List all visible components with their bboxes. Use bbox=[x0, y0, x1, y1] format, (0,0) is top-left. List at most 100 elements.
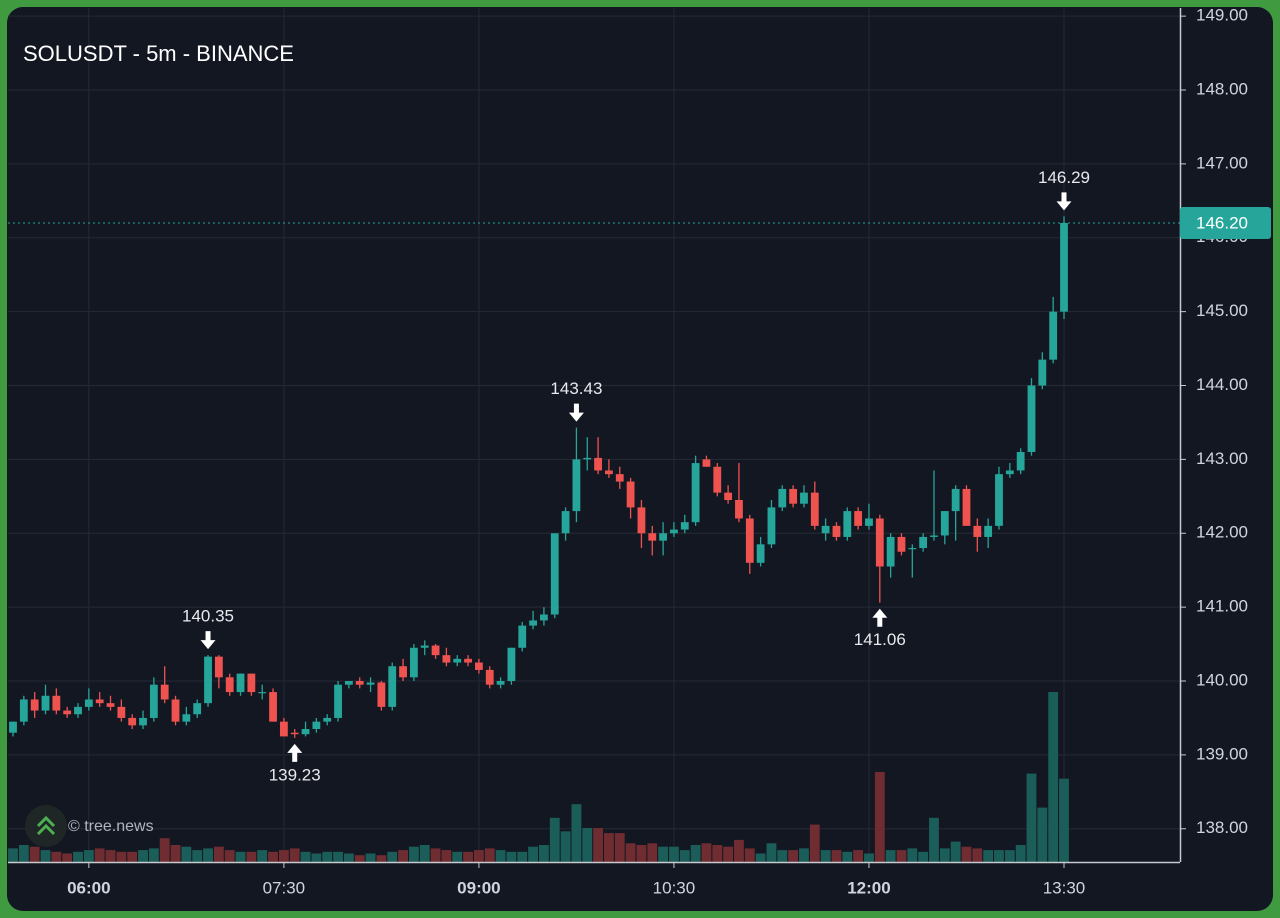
volume-bar bbox=[679, 850, 690, 862]
candle-body bbox=[258, 692, 267, 694]
candle-body bbox=[214, 656, 223, 678]
candle-body bbox=[615, 474, 624, 482]
volume-bar bbox=[723, 846, 734, 862]
volume-bar bbox=[820, 850, 831, 862]
volume-bar bbox=[278, 850, 289, 862]
candle-body bbox=[962, 488, 971, 526]
volume-bar bbox=[365, 853, 376, 862]
y-tick-label: 145.00 bbox=[1196, 301, 1248, 320]
volume-bar bbox=[203, 848, 213, 862]
volume-bar bbox=[246, 851, 257, 862]
volume-bar bbox=[127, 851, 138, 862]
candle-body bbox=[269, 692, 277, 722]
annotation-label: 139.23 bbox=[269, 765, 321, 784]
candle-body bbox=[745, 518, 754, 563]
volume-bar bbox=[235, 851, 246, 862]
volume-bar bbox=[311, 853, 322, 862]
candle-body bbox=[19, 699, 28, 722]
candle-body bbox=[843, 511, 852, 537]
y-tick-label: 149.00 bbox=[1196, 6, 1248, 25]
volume-bar bbox=[398, 850, 408, 862]
candle-body bbox=[312, 721, 321, 730]
volume-bar bbox=[842, 851, 853, 862]
overlay-layer: 140.35 139.23 143.43 141.06 146.29 bbox=[8, 168, 1180, 784]
candle-body bbox=[149, 684, 158, 718]
volume-bar bbox=[549, 817, 560, 862]
candle-body bbox=[572, 459, 581, 512]
annotation-arrow bbox=[872, 608, 888, 627]
volume-bar bbox=[376, 855, 387, 862]
candle-body bbox=[919, 536, 928, 549]
annotation-arrow bbox=[200, 631, 216, 650]
annotation-arrow bbox=[287, 743, 303, 762]
candle-body bbox=[940, 511, 949, 536]
volume-bar bbox=[994, 850, 1004, 862]
candle-body bbox=[680, 522, 689, 530]
annotation-arrow bbox=[568, 403, 584, 422]
volume-bar bbox=[1059, 778, 1069, 862]
candle-body bbox=[279, 721, 288, 737]
candle-body bbox=[453, 658, 462, 663]
volume-bar bbox=[571, 804, 582, 862]
volume-bar bbox=[343, 853, 354, 862]
volume-bar bbox=[788, 850, 799, 862]
y-tick-label: 147.00 bbox=[1196, 153, 1248, 172]
volume-bar bbox=[907, 848, 918, 862]
candle-body bbox=[475, 662, 483, 670]
y-tick-label: 144.00 bbox=[1196, 375, 1248, 394]
volume-bar bbox=[983, 850, 994, 862]
candle-body bbox=[832, 525, 841, 537]
candle-body bbox=[767, 507, 776, 545]
candle-body bbox=[182, 714, 191, 722]
candle-body bbox=[74, 706, 82, 715]
last-price-badge bbox=[1180, 206, 1271, 239]
candle-body bbox=[789, 488, 798, 504]
candle-body bbox=[193, 703, 202, 715]
volume-bar bbox=[29, 846, 40, 862]
candle-body bbox=[995, 474, 1003, 526]
volume-bar bbox=[777, 850, 788, 862]
candle-body bbox=[9, 721, 17, 733]
volume-bar bbox=[51, 851, 62, 862]
volume-bar bbox=[473, 850, 484, 862]
candle-body bbox=[659, 533, 668, 541]
x-tick-label: 13:30 bbox=[1043, 878, 1086, 897]
volume-bar bbox=[408, 846, 419, 862]
candle-body bbox=[540, 614, 548, 621]
candle-body bbox=[366, 682, 375, 685]
volume-bar bbox=[918, 851, 929, 862]
candle-body bbox=[442, 655, 451, 663]
candle-body bbox=[800, 492, 808, 504]
candle-body bbox=[355, 681, 364, 685]
candle-body bbox=[344, 681, 353, 685]
candle-body bbox=[756, 544, 765, 563]
candle-body bbox=[821, 525, 830, 534]
x-tick-label: 07:30 bbox=[263, 878, 306, 897]
candle-body bbox=[409, 647, 418, 678]
volume-bar bbox=[148, 848, 159, 862]
candle-body bbox=[1060, 222, 1068, 312]
volume-bar bbox=[257, 850, 268, 862]
annotation-arrow bbox=[1056, 192, 1072, 211]
candle-body bbox=[854, 511, 863, 526]
x-tick-label: 10:30 bbox=[653, 878, 696, 897]
candle-body bbox=[106, 703, 115, 707]
x-tick-label: 06:00 bbox=[67, 878, 110, 897]
candle-body bbox=[388, 666, 397, 707]
y-tick-label: 148.00 bbox=[1196, 79, 1248, 98]
candle-body bbox=[886, 536, 895, 567]
volume-bar bbox=[506, 851, 517, 862]
candle-body bbox=[160, 684, 169, 700]
candle-body bbox=[95, 699, 104, 704]
candle-body bbox=[171, 699, 180, 722]
volume-bar bbox=[701, 843, 712, 862]
volume-bar bbox=[387, 851, 398, 862]
candle-body bbox=[529, 620, 537, 626]
candle-body bbox=[908, 548, 917, 550]
candle-body bbox=[605, 470, 613, 475]
candle-body bbox=[702, 459, 711, 467]
volume-bar bbox=[94, 848, 105, 862]
candle-body bbox=[464, 658, 472, 663]
volume-bar bbox=[62, 853, 73, 862]
volume-bar bbox=[1004, 850, 1015, 862]
